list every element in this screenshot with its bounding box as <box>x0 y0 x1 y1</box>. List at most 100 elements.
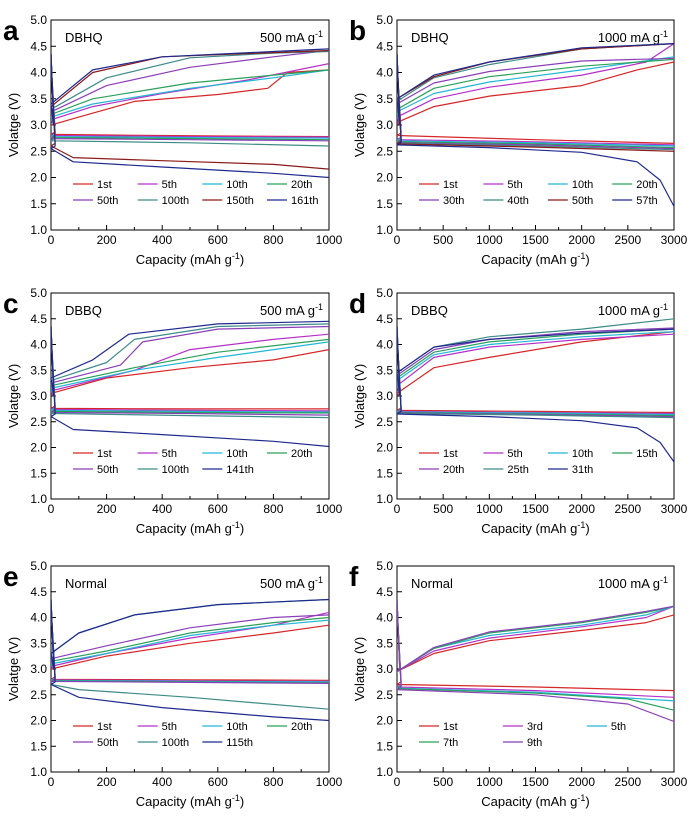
x-tick-label: 600 <box>208 502 228 516</box>
discharge-curve-57th <box>397 61 674 207</box>
legend-label: 20th <box>291 179 312 191</box>
x-tick-label: 0 <box>48 233 55 247</box>
y-tick-label: 2.0 <box>30 714 47 728</box>
legend-label: 30th <box>443 195 464 207</box>
legend-label: 9th <box>527 737 542 749</box>
legend-label: 5th <box>162 721 177 733</box>
panel-e: 0 200 400 600 800 1000 1.0 1.5 2.0 2.5 3.0 3.5 4.0 4.… <box>3 559 343 809</box>
charge-curve-50th <box>51 599 329 670</box>
legend-label: 5th <box>611 721 626 733</box>
y-tick-label: 4.0 <box>30 66 47 80</box>
rate-label: 500 mA g-1 <box>260 302 323 318</box>
y-tick-label: 5.0 <box>30 559 47 573</box>
y-tick-label: 4.0 <box>30 338 47 352</box>
plot-frame <box>50 565 330 773</box>
y-tick-label: 3.0 <box>30 389 47 403</box>
series-group <box>397 43 674 207</box>
series-group <box>51 598 329 722</box>
panel-a: 0 200 400 600 800 1000 1.0 1.5 2.0 2.5 3.0 3.5 4.0 4.… <box>3 13 343 267</box>
x-tick-label: 2500 <box>614 502 641 516</box>
discharge-curve-20th <box>51 334 329 414</box>
x-tick-label: 0 <box>394 233 401 247</box>
legend-label: 50th <box>97 737 118 749</box>
legend-label: 1st <box>97 179 112 191</box>
y-axis-label: Volatge (V) <box>352 364 367 428</box>
x-tick-label: 2500 <box>614 233 641 247</box>
panel-letter: c <box>3 288 19 319</box>
material-label: DBBQ <box>411 303 448 318</box>
y-tick-label: 2.0 <box>30 441 47 455</box>
x-tick-label: 1000 <box>476 502 503 516</box>
x-axis-label: Capacity (mAh g-1) <box>481 251 589 267</box>
legend-label: 141th <box>226 464 254 476</box>
x-tick-label: 2000 <box>568 502 595 516</box>
plot-frame <box>396 19 675 231</box>
charge-curve-100th <box>51 598 329 670</box>
y-tick-label: 1.5 <box>30 739 47 753</box>
legend-label: 15th <box>636 448 657 460</box>
x-tick-label: 1000 <box>476 233 503 247</box>
x-tick-label: 800 <box>263 775 283 789</box>
charge-curve-9th <box>397 599 674 673</box>
y-tick-label: 4.0 <box>376 338 393 352</box>
legend-label: 25th <box>507 464 528 476</box>
y-tick-label: 3.5 <box>376 92 393 106</box>
charge-curve-10th <box>51 326 329 397</box>
legend-label: 1st <box>97 448 112 460</box>
rate-label: 1000 mA g-1 <box>598 575 668 591</box>
charge-curve-1st <box>51 599 329 670</box>
y-tick-label: 4.0 <box>30 611 47 625</box>
x-tick-label: 1500 <box>522 502 549 516</box>
y-tick-label: 3.5 <box>30 92 47 106</box>
y-tick-label: 4.5 <box>376 312 393 326</box>
legend-label: 20th <box>636 179 657 191</box>
charge-curve-20th <box>51 599 329 670</box>
y-tick-label: 3.0 <box>30 118 47 132</box>
y-tick-label: 2.5 <box>30 415 47 429</box>
y-axis-label: Volatge (V) <box>6 637 21 701</box>
y-tick-label: 3.5 <box>376 363 393 377</box>
legend-label: 100th <box>162 737 190 749</box>
y-tick-label: 3.5 <box>30 636 47 650</box>
y-tick-label: 4.5 <box>30 39 47 53</box>
charge-curve-141th <box>51 320 329 397</box>
x-tick-label: 1500 <box>522 775 549 789</box>
legend-label: 100th <box>162 464 190 476</box>
material-label: DBHQ <box>65 30 103 45</box>
x-tick-label: 0 <box>394 775 401 789</box>
legend-label: 115th <box>226 737 253 749</box>
x-tick-label: 200 <box>97 775 117 789</box>
charge-curve-115th <box>51 598 329 670</box>
y-axis-label: Volatge (V) <box>6 93 21 157</box>
legend-label: 5th <box>507 179 522 191</box>
x-tick-label: 400 <box>152 502 172 516</box>
y-tick-label: 2.0 <box>376 171 393 185</box>
panel-letter: f <box>349 561 359 592</box>
x-tick-label: 800 <box>263 502 283 516</box>
y-tick-label: 5.0 <box>376 559 393 573</box>
y-tick-label: 1.0 <box>376 492 393 506</box>
x-axis-label: Capacity (mAh g-1) <box>136 251 244 267</box>
y-tick-label: 4.5 <box>30 585 47 599</box>
y-tick-label: 5.0 <box>376 286 393 300</box>
charge-curve-50th <box>397 43 674 126</box>
y-tick-label: 1.0 <box>376 765 393 779</box>
legend-label: 50th <box>572 195 593 207</box>
discharge-curve-115th <box>51 607 329 722</box>
x-tick-label: 200 <box>97 502 117 516</box>
y-tick-label: 3.0 <box>30 662 47 676</box>
series-group <box>397 599 674 723</box>
rate-label: 500 mA g-1 <box>260 575 323 591</box>
y-tick-label: 1.5 <box>376 466 393 480</box>
x-tick-label: 3000 <box>661 502 688 516</box>
rate-label: 1000 mA g-1 <box>598 29 668 45</box>
legend-label: 50th <box>97 195 118 207</box>
x-tick-label: 1500 <box>522 233 549 247</box>
x-tick-label: 500 <box>433 233 453 247</box>
material-label: DBHQ <box>411 30 449 45</box>
legend-label: 3rd <box>527 721 543 733</box>
y-tick-label: 4.5 <box>376 585 393 599</box>
y-tick-label: 4.5 <box>30 312 47 326</box>
x-tick-label: 0 <box>48 502 55 516</box>
